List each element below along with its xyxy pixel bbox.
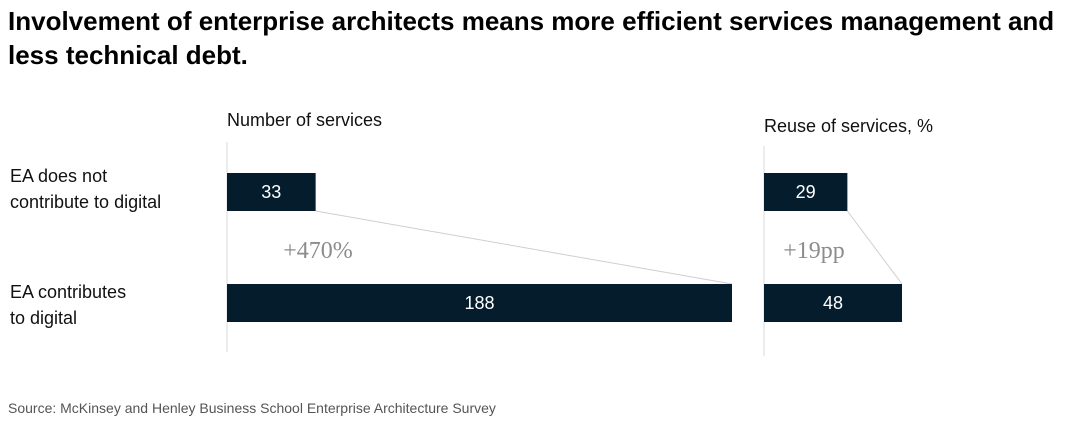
change-label: +19pp [783, 238, 845, 264]
panel-title: Number of services [227, 110, 382, 130]
row-labels: EA does not contribute to digital EA contr… [10, 166, 161, 328]
row-label-1: EA does not contribute to digital [10, 166, 161, 212]
reuse-of-services-panel: Reuse of services, % 29 48 +19pp [763, 116, 933, 356]
chart-title: Involvement of enterprise architects mea… [8, 6, 1055, 70]
row-label-line: EA contributes [10, 282, 126, 302]
source-note: Source: McKinsey and Henley Business Sch… [8, 400, 496, 416]
bar-2 [227, 284, 732, 322]
row-label-2: EA contributes to digital [10, 282, 126, 328]
row-label-line: EA does not [10, 166, 107, 186]
connector-line [315, 210, 733, 285]
bar-value-label: 188 [464, 293, 494, 313]
bar-value-label: 48 [823, 293, 843, 313]
bar-2 [764, 284, 902, 322]
connector-line [846, 210, 903, 285]
bar-1 [227, 173, 316, 211]
row-label-line: to digital [10, 308, 77, 328]
bar-value-label: 33 [261, 182, 281, 202]
row-label-line: contribute to digital [10, 192, 161, 212]
bar-1 [764, 173, 848, 211]
change-label: +470% [283, 238, 353, 264]
number-of-services-panel: Number of services 33 188 +470% [226, 110, 733, 352]
panel-title: Reuse of services, % [764, 116, 933, 136]
bar-value-label: 29 [796, 182, 816, 202]
